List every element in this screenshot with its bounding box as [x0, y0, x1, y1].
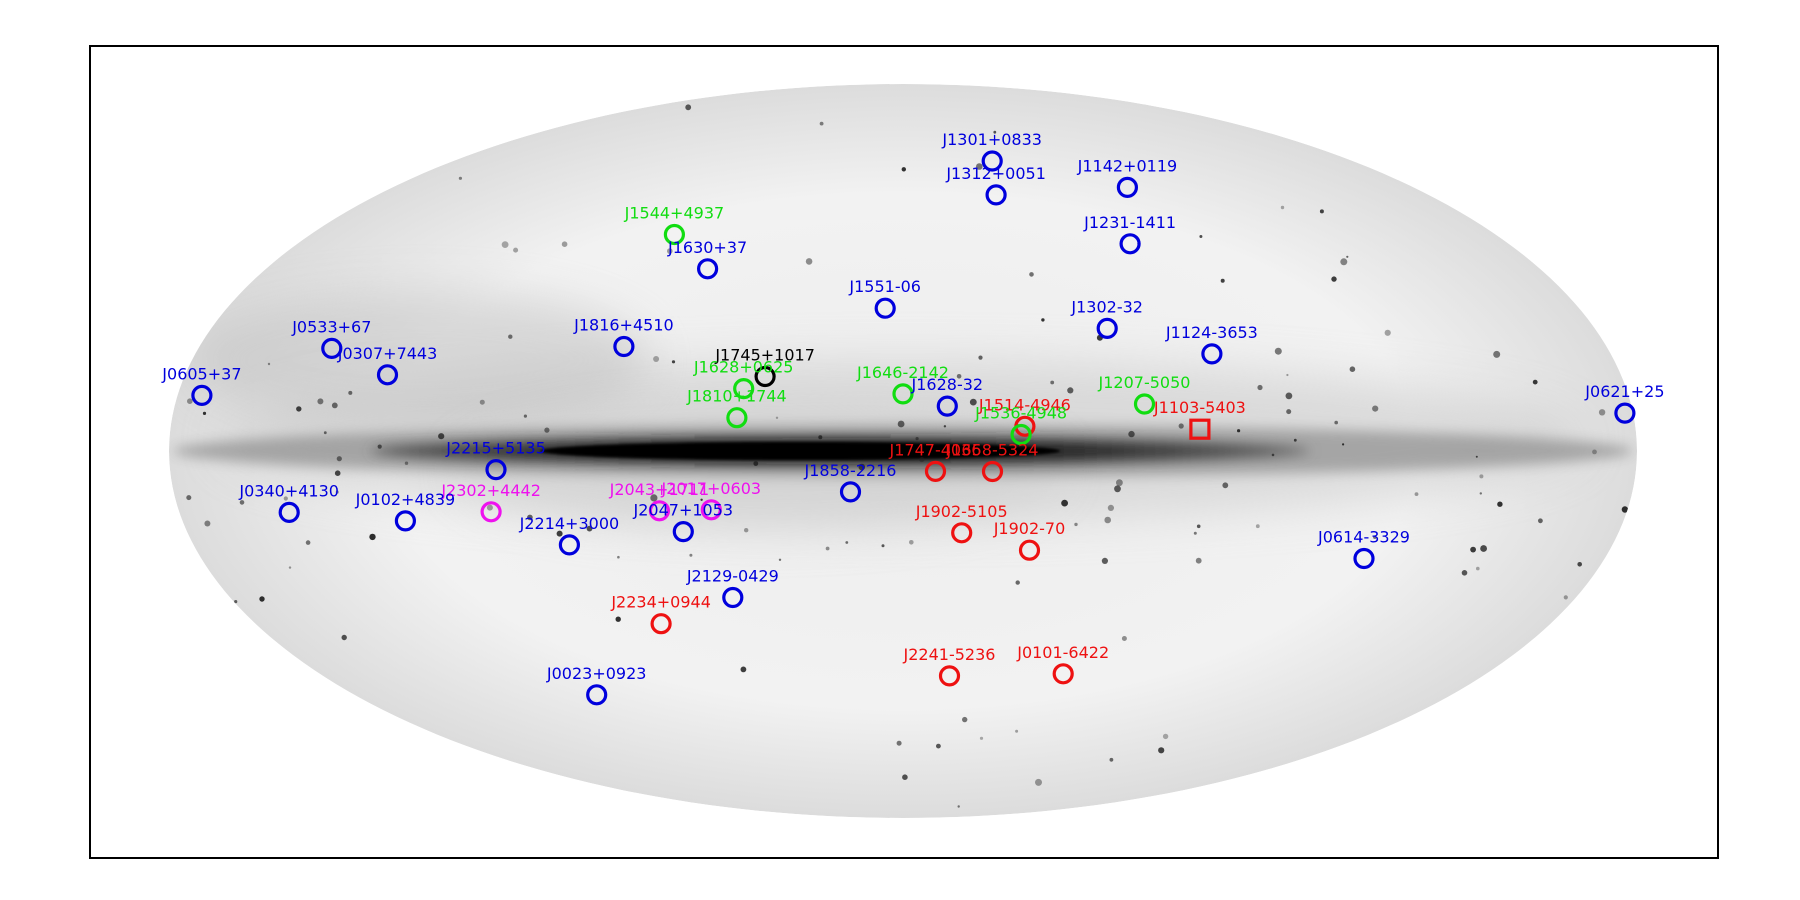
source-label: J1544+4937: [624, 204, 725, 223]
source-label: J2214+3000: [519, 514, 620, 533]
source-marker: [1119, 233, 1141, 255]
source-marker: [613, 335, 635, 358]
source-label: J1301+0833: [941, 130, 1042, 149]
source-marker: [985, 184, 1007, 206]
source-marker: [394, 510, 416, 532]
source-marker: [1096, 317, 1118, 339]
source-label: J0340+4130: [238, 481, 339, 500]
source-marker: [1133, 393, 1156, 415]
source-marker: [1116, 176, 1139, 198]
source-label: J1536-4948: [974, 404, 1067, 423]
source-marker: [1353, 547, 1375, 570]
source-marker: [1010, 423, 1032, 446]
source-marker: [648, 500, 671, 522]
source-marker: [696, 258, 719, 280]
source-label: J1207-5050: [1098, 373, 1191, 392]
source-label: J1902-5105: [915, 502, 1008, 521]
source-marker: [981, 460, 1004, 483]
source-label: J1816+4510: [573, 316, 674, 335]
source-label: J1858-2216: [804, 461, 897, 480]
source-marker: [700, 499, 722, 521]
source-marker: [874, 297, 896, 319]
source-label: J0605+37: [161, 364, 241, 383]
sky-map: [169, 84, 1637, 818]
source-label: J1658-5324: [946, 441, 1039, 460]
source-label: J2241-5236: [903, 645, 996, 664]
source-marker: [938, 665, 961, 687]
source-markers: [191, 150, 1636, 706]
source-marker: [924, 460, 947, 482]
source-label: J1142+0119: [1077, 156, 1178, 175]
source-label: J1514-4946: [978, 395, 1071, 414]
source-label: J1302-32: [1070, 297, 1143, 316]
source-marker: [981, 150, 1003, 172]
source-marker: [586, 684, 608, 706]
source-label: J1810+1744: [686, 387, 787, 406]
source-label: J1628+0625: [693, 358, 794, 377]
source-marker: [278, 501, 300, 524]
source-marker: [951, 522, 973, 544]
source-label: J1628-32: [911, 375, 984, 394]
source-labels: J1301+0833 J1142+0119 J1312+0051 J1231-1411…: [161, 130, 1664, 683]
source-marker: [191, 384, 213, 406]
source-marker: [650, 613, 672, 635]
source-marker: [754, 365, 776, 388]
source-label: J1103-5403: [1153, 398, 1246, 417]
source-marker: [936, 395, 958, 417]
source-label: J1747-4036: [889, 440, 982, 459]
source-marker: [558, 534, 581, 556]
source-marker: [1189, 418, 1211, 440]
source-label: J1551-06: [848, 277, 921, 296]
source-label: J0307+7443: [337, 344, 438, 363]
source-label: J1646-2142: [856, 363, 949, 382]
source-marker: [892, 383, 914, 405]
source-label: J0101-6422: [1016, 643, 1109, 662]
source-marker: [726, 407, 748, 429]
source-label: J2043+1711: [609, 480, 710, 499]
source-marker: [1052, 663, 1074, 685]
source-label: J2302+4442: [440, 481, 541, 500]
source-label: J1312+0051: [945, 164, 1046, 183]
source-marker: [1018, 539, 1041, 561]
source-marker: [663, 223, 686, 246]
source-label: J2017+0603: [661, 479, 762, 498]
source-label: J0023+0923: [546, 664, 647, 683]
source-label: J1745+1017: [714, 346, 815, 365]
source-marker: [733, 378, 755, 400]
source-label: J1630+37: [667, 238, 747, 257]
source-marker: [839, 481, 862, 503]
source-marker: [321, 337, 343, 359]
source-label: J0621+25: [1584, 382, 1664, 401]
source-label: J2234+0944: [610, 593, 711, 612]
source-label: J1902-70: [993, 519, 1066, 538]
source-label: J0102+4839: [355, 490, 456, 509]
source-label: J0533+67: [291, 317, 371, 336]
source-label: J0614-3329: [1317, 528, 1410, 547]
source-marker: [1614, 402, 1636, 424]
source-label: J2215+5135: [445, 439, 546, 458]
source-marker: [480, 501, 502, 523]
source-marker: [376, 364, 399, 386]
source-marker: [485, 459, 507, 481]
source-label: J2129-0429: [686, 567, 779, 586]
source-marker: [672, 520, 694, 543]
source-marker: [722, 586, 744, 609]
source-marker: [1201, 343, 1223, 365]
source-label: J1124-3653: [1165, 323, 1258, 342]
source-label: J2047+1053: [633, 501, 734, 520]
source-label: J1231-1411: [1083, 213, 1176, 232]
